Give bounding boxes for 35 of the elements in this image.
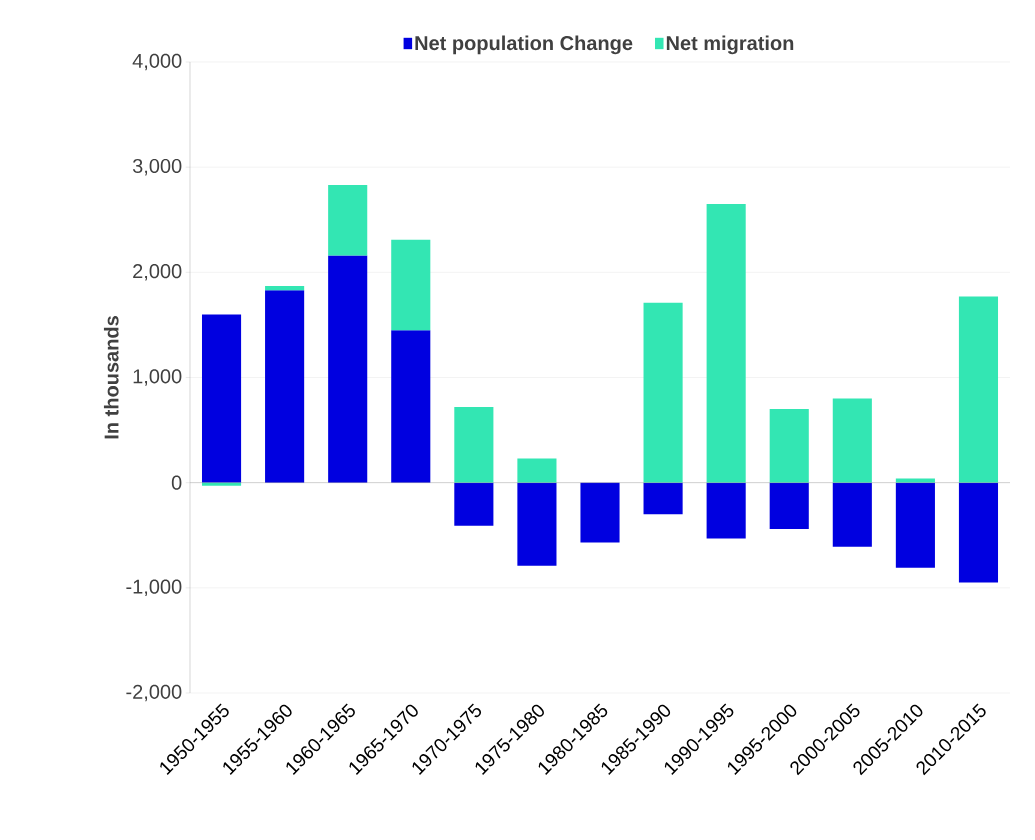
y-tick-label: 3,000 xyxy=(132,158,182,176)
y-axis-title: In thousands xyxy=(103,316,119,439)
bar xyxy=(769,482,809,529)
y-tick-label: 1,000 xyxy=(133,369,182,386)
bar xyxy=(328,255,368,483)
bar xyxy=(454,482,494,526)
y-tick-label: 0 xyxy=(171,475,182,490)
bar xyxy=(517,482,557,566)
bar xyxy=(832,398,872,483)
y-tick-label: 2,000 xyxy=(133,264,182,281)
bar xyxy=(643,482,683,515)
bar xyxy=(643,302,683,483)
legend-label: Net population Change xyxy=(415,35,633,55)
y-tick-label: -2,000 xyxy=(126,684,182,702)
bar xyxy=(391,330,431,483)
bar xyxy=(832,482,872,547)
bar xyxy=(958,482,999,583)
bar xyxy=(769,409,809,483)
bar xyxy=(454,406,494,483)
bar xyxy=(580,482,620,543)
bar xyxy=(391,239,431,331)
bar xyxy=(265,286,305,291)
bar xyxy=(201,314,242,483)
bar xyxy=(328,185,368,256)
bar xyxy=(265,290,305,483)
bar xyxy=(895,482,935,568)
bar xyxy=(706,203,746,483)
bar xyxy=(517,458,557,483)
bar xyxy=(706,482,746,539)
bar xyxy=(958,296,999,483)
y-tick-label: 4,000 xyxy=(132,53,182,71)
bar xyxy=(201,482,242,486)
y-tick-label: -1,000 xyxy=(126,579,182,597)
legend-label: Net migration xyxy=(666,35,794,55)
bar xyxy=(895,478,935,483)
